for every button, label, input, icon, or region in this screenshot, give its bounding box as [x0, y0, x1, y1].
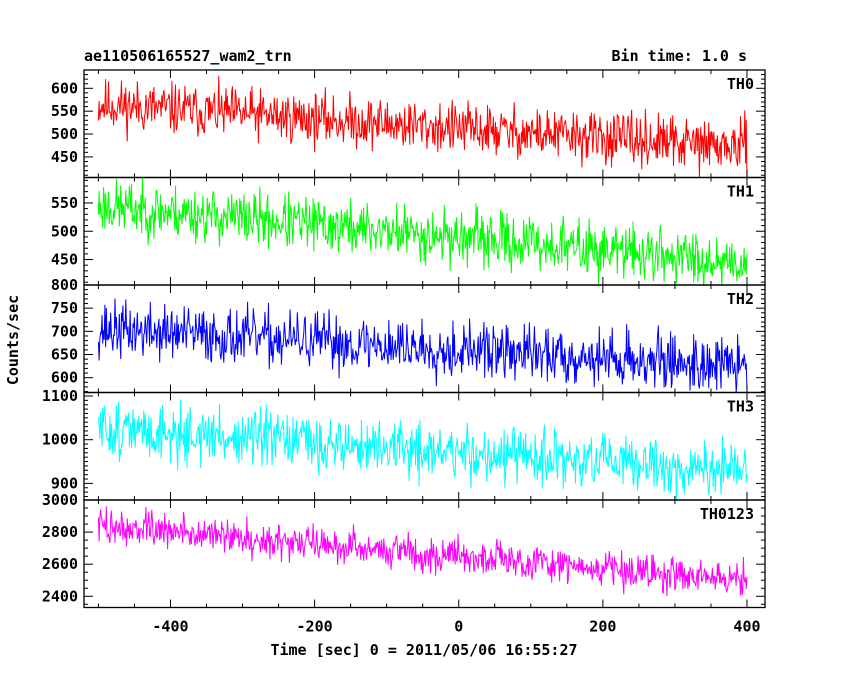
- panel-label-th0123: TH0123: [700, 505, 754, 523]
- y-tick-label: 2800: [42, 523, 78, 541]
- y-tick-label: 2400: [42, 587, 78, 605]
- panel-th3: 900 1000 1100 TH3: [42, 387, 766, 501]
- y-tick-label: 650: [51, 346, 78, 364]
- y-tick-label: 2600: [42, 555, 78, 573]
- series-line-th1: [97, 177, 748, 285]
- y-tick-label: 1000: [42, 431, 78, 449]
- y-tick-label: 900: [51, 474, 78, 492]
- y-tick-label: 3000: [42, 491, 78, 509]
- series-line-th2: [97, 298, 748, 393]
- y-tick-label: 500: [51, 222, 78, 240]
- x-tick-label: 200: [589, 618, 616, 636]
- panel-label-th3: TH3: [727, 398, 754, 416]
- bin-time-label: Bin time: 1.0 s: [612, 47, 747, 65]
- y-tick-label: 750: [51, 299, 78, 317]
- panel-th2: 600 650 700 750 800 TH2: [51, 276, 766, 394]
- x-tick-label: 400: [733, 618, 760, 636]
- y-tick-label: 500: [51, 125, 78, 143]
- y-tick-label: 450: [51, 251, 78, 269]
- x-axis: -400 -200 0 200 400: [152, 618, 760, 636]
- y-tick-label: 450: [51, 148, 78, 166]
- y-tick-label: 800: [51, 276, 78, 294]
- series-line-th0123: [97, 506, 748, 597]
- x-tick-label: -200: [297, 618, 333, 636]
- y-tick-label: 550: [51, 102, 78, 120]
- series-line-th3: [97, 399, 748, 500]
- y-tick-label: 600: [51, 369, 78, 387]
- x-tick-label: 0: [454, 618, 463, 636]
- panel-th0: 450 500 550 600 TH0: [51, 69, 766, 179]
- chart-title: ae110506165527_wam2_trn: [84, 47, 292, 65]
- x-tick-label: -400: [152, 618, 188, 636]
- panel-label-th2: TH2: [727, 290, 754, 308]
- y-tick-label: 600: [51, 79, 78, 97]
- y-tick-label: 550: [51, 194, 78, 212]
- series-line-th0: [97, 75, 748, 178]
- y-tick-label: 700: [51, 322, 78, 340]
- y-tick-label: 1100: [42, 387, 78, 405]
- x-axis-label: Time [sec] 0 = 2011/05/06 16:55:27: [270, 641, 577, 659]
- y-axis-label: Counts/sec: [4, 295, 22, 385]
- panels-group: 450 500 550 600 TH0 450 500 550 TH1 600 650 700 750 8…: [42, 69, 766, 609]
- panel-label-th0: TH0: [727, 75, 754, 93]
- panel-frame: [83, 499, 766, 609]
- panel-label-th1: TH1: [727, 183, 754, 201]
- panel-th1: 450 500 550 TH1: [51, 176, 766, 286]
- panel-th0123: 2400 2600 2800 3000 TH0123: [42, 491, 766, 609]
